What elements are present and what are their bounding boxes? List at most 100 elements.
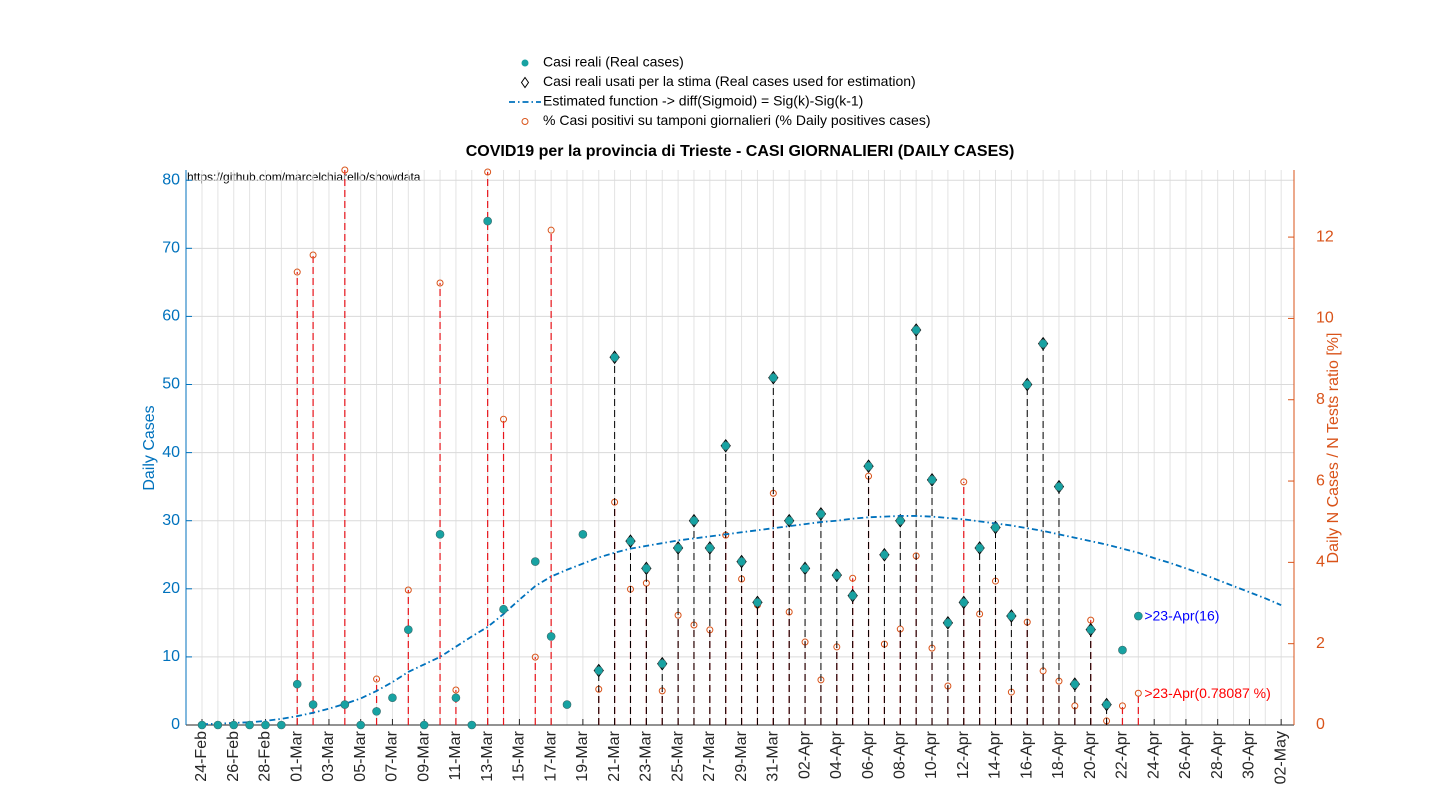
case-marker — [451, 693, 461, 703]
x-tick-label: 01-Mar — [288, 730, 305, 781]
y2-tick-label: 10 — [1316, 310, 1334, 327]
case-marker — [784, 516, 794, 526]
x-tick-label: 21-Mar — [606, 730, 623, 781]
x-tick-label: 11-Mar — [447, 730, 464, 780]
case-marker — [1054, 482, 1064, 491]
y2-tick-label: 6 — [1316, 472, 1325, 489]
x-tick-label: 04-Apr — [828, 730, 845, 779]
legend-label: Casi reali (Real cases) — [543, 54, 684, 70]
x-tick-label: 08-Apr — [891, 730, 908, 779]
case-marker — [245, 720, 254, 730]
case-marker — [578, 530, 588, 539]
y2-tick-label: 12 — [1316, 228, 1334, 245]
case-marker — [721, 441, 731, 451]
x-tick-label: 14-Apr — [987, 730, 1004, 779]
x-tick-label: 10-Apr — [923, 730, 940, 779]
x-tick-label: 16-Apr — [1018, 730, 1035, 779]
x-tick-label: 24-Apr — [1145, 730, 1162, 779]
x-tick-label: 09-Mar — [415, 730, 432, 781]
case-marker — [261, 720, 270, 730]
x-tick-label: 18-Apr — [1050, 730, 1067, 779]
percent-marker — [436, 279, 444, 287]
case-marker — [911, 325, 921, 335]
case-marker — [673, 543, 683, 553]
case-marker — [388, 693, 397, 703]
percent-marker — [309, 251, 317, 259]
y-tick-label: 10 — [162, 648, 180, 665]
percent-marker — [547, 226, 555, 234]
y-tick-label: 60 — [162, 308, 180, 325]
x-tick-label: 03-Mar — [320, 730, 337, 781]
percent-marker — [1118, 702, 1126, 710]
case-marker — [229, 720, 239, 730]
y2-tick-label: 2 — [1316, 635, 1325, 652]
x-tick-label: 25-Mar — [669, 730, 686, 781]
case-marker — [419, 720, 429, 730]
case-marker — [340, 700, 350, 709]
y-tick-label: 50 — [162, 376, 180, 393]
y-tick-label: 70 — [162, 240, 180, 257]
x-tick-label: 05-Mar — [352, 730, 369, 781]
percent-marker — [500, 415, 508, 423]
case-marker — [1070, 679, 1080, 689]
case-marker — [769, 373, 778, 382]
case-marker — [610, 352, 619, 362]
chart-title: COVID19 per la provincia di Trieste - CA… — [466, 143, 1015, 160]
percent-marker — [341, 166, 349, 174]
percent-marker — [452, 686, 460, 694]
case-marker — [705, 543, 715, 553]
x-tick-label: 29-Mar — [733, 730, 750, 781]
percent-marker — [531, 653, 539, 661]
x-tick-label: 26-Apr — [1177, 730, 1194, 779]
legend-label: Estimated function -> diff(Sigmoid) = Si… — [543, 93, 863, 109]
case-marker — [800, 564, 810, 573]
case-marker — [594, 666, 604, 675]
y-tick-label: 40 — [162, 444, 180, 461]
percent-marker — [373, 675, 381, 683]
case-marker — [483, 216, 492, 226]
case-marker — [467, 720, 477, 730]
x-tick-label: 27-Mar — [701, 730, 718, 781]
case-marker — [927, 475, 937, 485]
x-tick-label: 06-Apr — [860, 730, 877, 779]
y2-axis-label: Daily N Cases / N Tests ratio [%] — [1325, 333, 1342, 564]
x-tick-label: 30-Apr — [1241, 730, 1258, 779]
case-marker — [975, 543, 984, 553]
case-marker — [753, 598, 762, 607]
percent-marker — [960, 478, 968, 486]
case-marker — [1102, 700, 1111, 709]
x-tick-label: 07-Mar — [384, 730, 401, 781]
x-tick-label: 23-Mar — [638, 730, 655, 781]
y2-tick-label: 4 — [1316, 554, 1325, 571]
x-tick-label: 26-Feb — [225, 731, 242, 782]
case-marker — [562, 700, 572, 709]
case-marker — [308, 700, 318, 709]
legend-marker — [521, 118, 529, 125]
case-marker — [1007, 611, 1016, 621]
case-marker — [1134, 611, 1143, 621]
annotation: >23-Apr(0.78087 %) — [1144, 685, 1270, 701]
y2-tick-label: 8 — [1316, 391, 1325, 408]
case-marker — [816, 509, 826, 519]
percent-marker — [293, 268, 301, 276]
source-url: https://github.com/marcelchiarello/showd… — [187, 170, 421, 184]
estimated-line — [201, 515, 1282, 726]
case-marker — [657, 659, 667, 669]
x-tick-label: 02-May — [1272, 731, 1289, 784]
case-marker — [372, 707, 381, 716]
y-tick-label: 20 — [162, 580, 180, 597]
x-tick-label: 22-Apr — [1114, 730, 1131, 779]
x-tick-label: 28-Apr — [1209, 730, 1226, 779]
case-marker — [499, 604, 508, 614]
x-tick-label: 02-Apr — [796, 730, 813, 779]
case-marker — [213, 720, 223, 730]
case-marker — [530, 557, 540, 566]
x-tick-label: 15-Mar — [511, 730, 528, 781]
x-tick-label: 20-Apr — [1082, 730, 1099, 779]
case-marker — [1118, 645, 1127, 655]
case-marker — [292, 679, 302, 689]
x-tick-label: 28-Feb — [257, 731, 274, 782]
x-tick-label: 24-Feb — [193, 731, 210, 782]
case-marker — [1022, 380, 1032, 389]
